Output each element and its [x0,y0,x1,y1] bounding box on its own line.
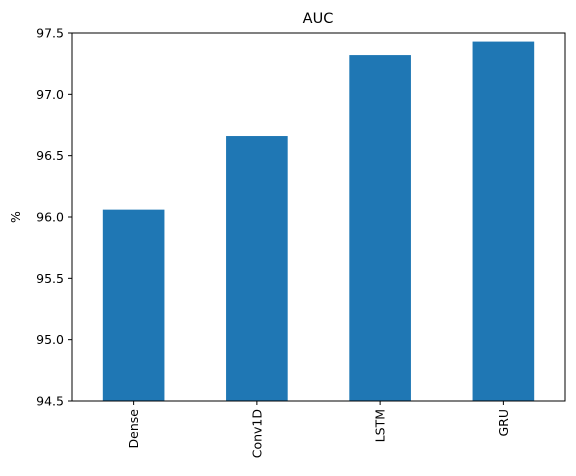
x-tick-label: Conv1D [249,409,264,458]
bar-lstm [349,55,411,401]
x-tick-label: Dense [126,409,141,449]
y-axis-ticks: 94.5 95.0 95.5 96.0 96.5 97.0 97.5 [36,26,72,409]
x-tick-label: LSTM [373,409,388,442]
x-axis-ticks: Dense Conv1D LSTM GRU [126,401,511,458]
y-axis-label: % [8,211,23,223]
y-tick-label: 96.5 [36,148,64,163]
y-tick-label: 97.5 [36,26,64,41]
x-tick-label: GRU [496,409,511,437]
y-tick-label: 94.5 [36,394,64,409]
y-tick-label: 95.0 [36,332,64,347]
bar-dense [102,209,165,401]
chart-title: AUC [303,11,334,27]
bar-gru [472,41,535,401]
bar-conv1d [226,136,288,402]
bars-layer [102,41,535,402]
y-tick-label: 96.0 [36,210,64,225]
plot-frame [71,32,566,402]
y-tick-label: 95.5 [36,271,64,286]
y-tick-label: 97.0 [36,87,64,102]
